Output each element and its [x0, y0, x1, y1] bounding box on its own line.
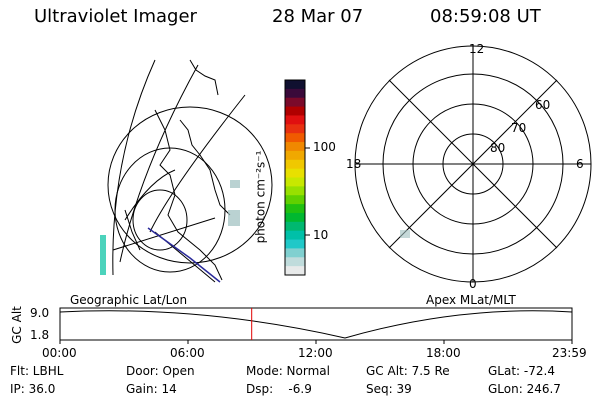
- map-latitude-circle: [107, 106, 273, 264]
- map-coastline: [179, 119, 231, 216]
- timeline-xtick-0600: 06:00: [170, 346, 205, 360]
- status-glat: GLat: -72.4: [488, 364, 555, 378]
- mlt-label-0: 0: [469, 277, 477, 291]
- aurora-speckle: [228, 210, 240, 226]
- mlt-label-12: 12: [469, 42, 485, 56]
- status-dsp: Dsp: -6.9: [246, 382, 312, 396]
- timeline-ylabel: GC Alt: [9, 306, 24, 344]
- map-gridline: [112, 217, 216, 251]
- colorbar-cell: [285, 80, 305, 90]
- colorbar-cell: [285, 266, 305, 276]
- aurora-speckle: [400, 230, 410, 238]
- timeline-ytick-1-8: 1.8: [30, 328, 50, 342]
- apex-label: Apex MLat/MLT: [426, 293, 516, 307]
- timeline-xtick-1200: 12:00: [298, 346, 333, 360]
- colorbar-cell: [285, 115, 305, 125]
- mlat-label-80: 80: [490, 141, 506, 155]
- mlat-label-60: 60: [535, 98, 551, 112]
- geographic-label: Geographic Lat/Lon: [70, 293, 188, 307]
- altitude-curve: [59, 310, 573, 339]
- colorbar-cell: [285, 106, 305, 116]
- status-ip: IP: 36.0: [10, 382, 56, 396]
- colorbar-cell: [285, 257, 305, 267]
- map-latitude-circle: [132, 189, 188, 251]
- colorbar-cell: [285, 97, 305, 108]
- date-display: 28 Mar 07: [272, 6, 364, 27]
- polar-axis: [388, 79, 558, 249]
- colorbar-cell: [285, 133, 305, 143]
- status-flt: Flt: LBHL: [10, 364, 64, 378]
- colorbar-cell: [285, 221, 305, 232]
- map-coastline: [189, 59, 219, 96]
- colorbar-cell: [285, 177, 305, 187]
- aurora-speckle: [230, 180, 240, 188]
- status-mode: Mode: Normal: [246, 364, 330, 378]
- colorbar-cell: [285, 212, 305, 223]
- map-coastline: [154, 109, 223, 281]
- status-seq: Seq: 39: [366, 382, 412, 396]
- colorbar-cell: [285, 159, 305, 170]
- status-glon: GLon: 246.7: [488, 382, 561, 396]
- colorbar-cell: [285, 239, 305, 249]
- timeline-xtick-1800: 18:00: [426, 346, 461, 360]
- colorbar-cell: [285, 142, 305, 152]
- colorbar-cell: [285, 195, 305, 205]
- colorbar-cell: [285, 204, 305, 214]
- map-gridline: [124, 169, 176, 221]
- colorbar-cell: [285, 150, 305, 161]
- colorbar-cell: [285, 186, 305, 196]
- colorbar-cell: [285, 230, 305, 241]
- colorbar-cell: [285, 248, 305, 258]
- status-door: Door: Open: [126, 364, 195, 378]
- status-gcalt: GC Alt: 7.5 Re: [366, 364, 450, 378]
- timeline-xtick-0000: 00:00: [42, 346, 77, 360]
- time-display: 08:59:08 UT: [430, 6, 541, 27]
- status-gain: Gain: 14: [126, 382, 177, 396]
- map-gridline: [112, 59, 156, 276]
- colorbar-frame: [284, 79, 306, 276]
- map-coastline: [124, 209, 141, 251]
- colorbar-cell: [285, 168, 305, 178]
- aurora-speckle: [100, 235, 106, 275]
- colorbar-tick-label-100: 100: [313, 140, 336, 154]
- map-gridline: [119, 64, 199, 263]
- timeline-ytick-9: 9.0: [30, 306, 50, 320]
- mlt-label-18: 18: [346, 157, 362, 171]
- timeline-xtick-2359: 23:59: [552, 346, 587, 360]
- instrument-title: Ultraviolet Imager: [34, 6, 197, 27]
- colorbar-cell: [285, 124, 305, 134]
- mlt-label-6: 6: [576, 157, 584, 171]
- mlat-label-70: 70: [511, 121, 527, 135]
- colorbar-tick-label-10: 10: [313, 228, 329, 242]
- colorbar-cell: [285, 88, 305, 99]
- orbit-track: [147, 227, 221, 283]
- timeline-frame: [59, 307, 573, 341]
